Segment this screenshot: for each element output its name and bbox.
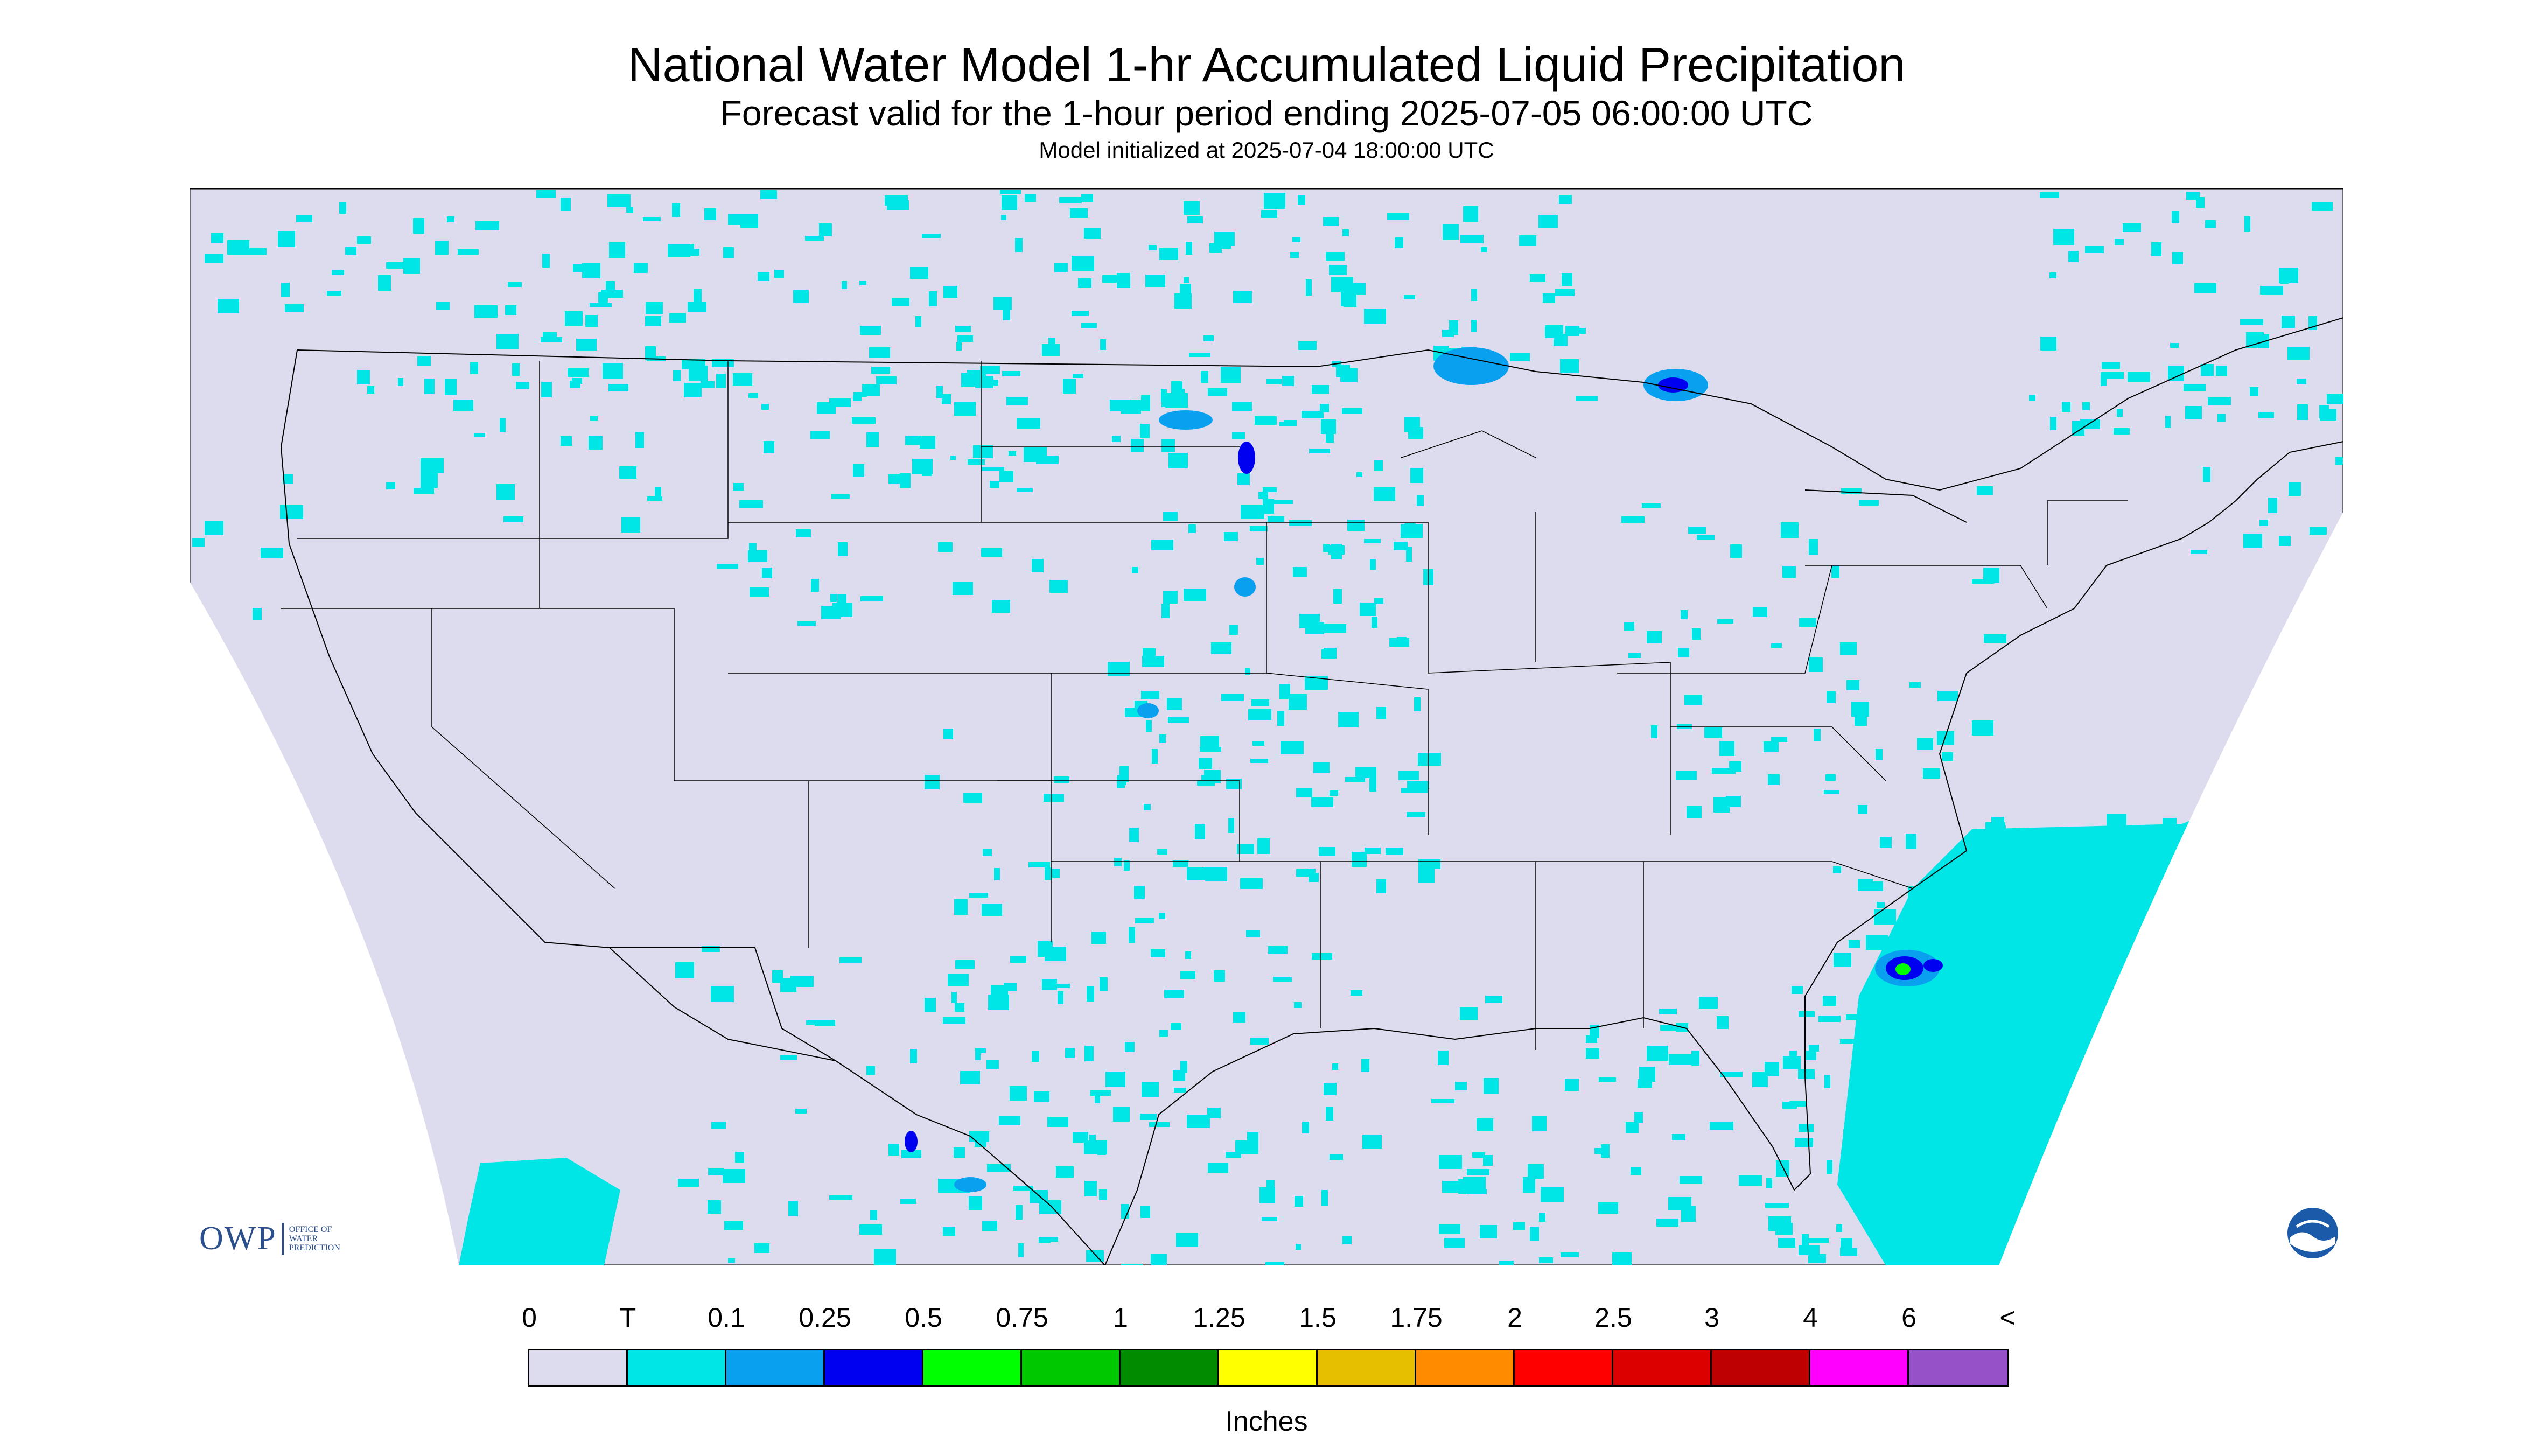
legend-swatch (1712, 1350, 1810, 1385)
owp-logo-text: OWP (199, 1220, 277, 1257)
owp-logo-subtext: Office of Water Prediction (289, 1225, 340, 1252)
legend-tick-label: 0 (522, 1303, 537, 1333)
state-borders (281, 361, 2128, 1050)
legend-tick-label: 1.75 (1390, 1303, 1443, 1333)
legend-color-bar (528, 1349, 2009, 1387)
legend-tick-label: 0.25 (799, 1303, 851, 1333)
legend-swatch (1515, 1350, 1613, 1385)
domain-mask-right (1999, 512, 2343, 1265)
legend-swatch (1416, 1350, 1515, 1385)
legend-tick-label: 6 (1901, 1303, 1916, 1333)
legend-tick-label: 1.25 (1193, 1303, 1245, 1333)
legend-tick-label: 4 (1803, 1303, 1818, 1333)
legend-swatch (726, 1350, 825, 1385)
legend-tick-label: 0.5 (905, 1303, 942, 1333)
legend-swatch (1219, 1350, 1318, 1385)
precipitation-map (190, 188, 2343, 1265)
legend-swatch (825, 1350, 923, 1385)
legend-swatch (1909, 1350, 2007, 1385)
legend-tick-label: 2.5 (1594, 1303, 1632, 1333)
legend-tick-label: < (1999, 1303, 2016, 1333)
owp-logo-divider (282, 1222, 284, 1255)
legend-tick-label: 0.1 (708, 1303, 745, 1333)
owp-logo: OWP Office of Water Prediction (199, 1220, 340, 1258)
legend-swatch (923, 1350, 1022, 1385)
legend-swatch (1318, 1350, 1416, 1385)
legend-swatch (1022, 1350, 1121, 1385)
legend-swatch (529, 1350, 628, 1385)
legend-tick-label: 1 (1113, 1303, 1128, 1333)
legend-swatch (1121, 1350, 1219, 1385)
heavy-cells (905, 347, 1943, 1192)
map-subtitle: Forecast valid for the 1-hour period end… (720, 93, 1813, 133)
legend-tick-label: 1.5 (1299, 1303, 1337, 1333)
map-boundaries (280, 317, 2343, 1265)
legend-swatch (1810, 1350, 1909, 1385)
legend-tick-label: 0.75 (996, 1303, 1048, 1333)
domain-mask-left (190, 582, 459, 1265)
legend-units: Inches (1225, 1406, 1308, 1437)
legend-tick-label: 3 (1704, 1303, 1719, 1333)
legend-swatch (628, 1350, 726, 1385)
pacific-rain-region (459, 1158, 620, 1265)
model-init-text: Model initialized at 2025-07-04 18:00:00… (1039, 137, 1494, 163)
legend-swatch (1613, 1350, 1712, 1385)
legend-tick-label: T (619, 1303, 636, 1333)
noaa-logo (2286, 1207, 2339, 1259)
legend-tick-label: 2 (1507, 1303, 1522, 1333)
map-title: National Water Model 1-hr Accumulated Li… (627, 38, 1906, 92)
